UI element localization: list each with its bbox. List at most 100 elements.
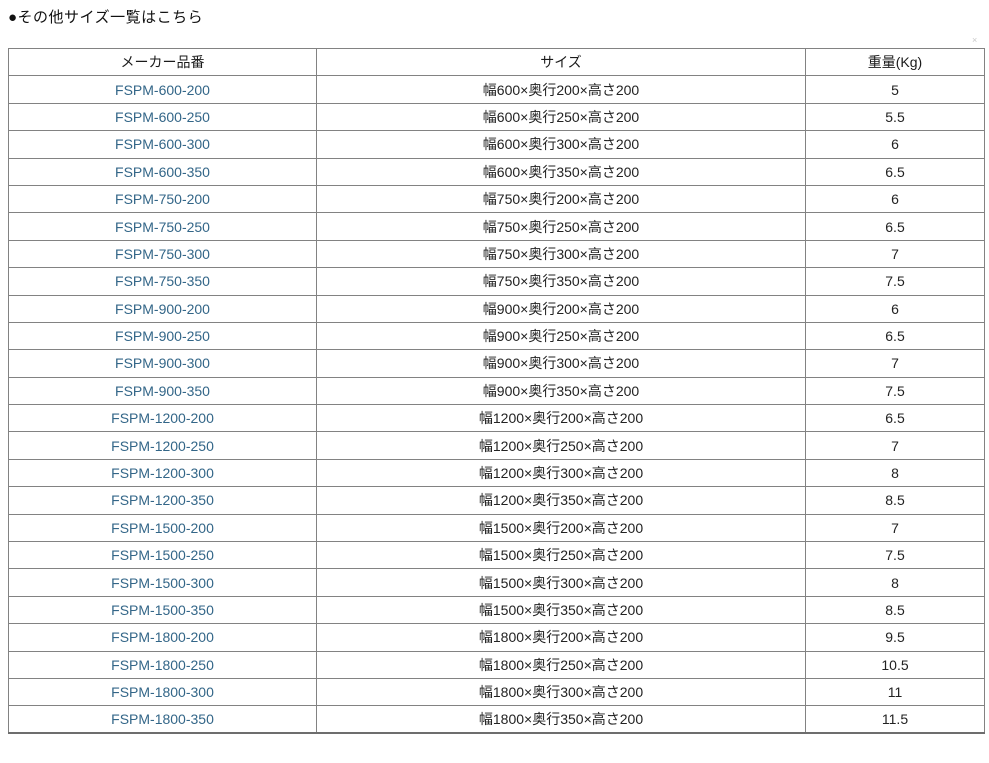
part-number-link[interactable]: FSPM-900-250 <box>115 328 210 345</box>
part-number-cell: FSPM-1500-300 <box>8 568 317 597</box>
table-row: FSPM-600-350 幅600×奥行350×高さ200 6.5 <box>8 157 985 186</box>
weight-cell: 5 <box>805 75 985 104</box>
weight-cell: 7 <box>805 431 985 460</box>
table-row: FSPM-750-250 幅750×奥行250×高さ200 6.5 <box>8 212 985 241</box>
part-number-cell: FSPM-900-300 <box>8 349 317 378</box>
weight-cell: 9.5 <box>805 623 985 652</box>
part-number-link[interactable]: FSPM-750-350 <box>115 273 210 290</box>
weight-cell: 6 <box>805 130 985 159</box>
table-row: FSPM-1200-300 幅1200×奥行300×高さ200 8 <box>8 458 985 488</box>
part-number-link[interactable]: FSPM-1800-200 <box>111 629 214 646</box>
size-cell: 幅750×奥行200×高さ200 <box>316 184 806 214</box>
part-number-link[interactable]: FSPM-900-350 <box>115 382 210 399</box>
weight-cell: 6.5 <box>805 321 985 351</box>
table-row: FSPM-1200-350 幅1200×奥行350×高さ200 8.5 <box>8 486 985 515</box>
table-row: FSPM-1500-250 幅1500×奥行250×高さ200 7.5 <box>8 541 985 570</box>
part-number-link[interactable]: FSPM-750-200 <box>115 191 210 208</box>
weight-cell: 7 <box>805 513 985 543</box>
part-number-link[interactable]: FSPM-900-300 <box>115 355 210 372</box>
size-cell: 幅1500×奥行350×高さ200 <box>316 595 806 625</box>
table-row: FSPM-1500-200 幅1500×奥行200×高さ200 7 <box>8 513 985 543</box>
size-cell: 幅1200×奥行350×高さ200 <box>316 486 806 515</box>
size-cell: 幅600×奥行350×高さ200 <box>316 157 806 186</box>
size-cell: 幅750×奥行250×高さ200 <box>316 212 806 241</box>
part-number-cell: FSPM-600-200 <box>8 75 317 104</box>
size-cell: 幅1800×奥行250×高さ200 <box>316 650 806 679</box>
part-number-link[interactable]: FSPM-1500-250 <box>111 547 214 564</box>
part-number-link[interactable]: FSPM-1500-300 <box>111 574 214 591</box>
part-number-link[interactable]: FSPM-600-250 <box>115 108 210 125</box>
weight-cell: 6.5 <box>805 157 985 186</box>
table-row: FSPM-1500-300 幅1500×奥行300×高さ200 8 <box>8 568 985 597</box>
weight-cell: 6.5 <box>805 404 985 433</box>
table-body: FSPM-600-200 幅600×奥行200×高さ200 5 FSPM-600… <box>8 75 985 734</box>
part-number-cell: FSPM-1200-350 <box>8 486 317 515</box>
weight-cell: 11 <box>805 677 985 707</box>
part-number-link[interactable]: FSPM-1500-200 <box>111 519 214 536</box>
weight-cell: 7.5 <box>805 541 985 570</box>
part-number-link[interactable]: FSPM-750-250 <box>115 218 210 235</box>
size-cell: 幅600×奥行200×高さ200 <box>316 75 806 104</box>
part-number-cell: FSPM-750-300 <box>8 239 317 269</box>
size-cell: 幅1500×奥行200×高さ200 <box>316 513 806 543</box>
section-title: ●その他サイズ一覧はこちら <box>8 9 204 26</box>
part-number-link[interactable]: FSPM-1200-350 <box>111 492 214 509</box>
weight-cell: 10.5 <box>805 650 985 679</box>
table-row: FSPM-1800-300 幅1800×奥行300×高さ200 11 <box>8 677 985 707</box>
weight-cell: 7.5 <box>805 267 985 296</box>
table-row: FSPM-900-250 幅900×奥行250×高さ200 6.5 <box>8 321 985 351</box>
part-number-link[interactable]: FSPM-1500-350 <box>111 602 214 618</box>
size-cell: 幅900×奥行250×高さ200 <box>316 321 806 351</box>
part-number-cell: FSPM-1800-250 <box>8 650 317 679</box>
weight-cell: 8.5 <box>805 595 985 625</box>
size-table: メーカー品番 サイズ 重量(Kg) FSPM-600-200 幅600×奥行20… <box>8 47 985 735</box>
weight-cell: 7.5 <box>805 376 985 406</box>
weight-cell: 7 <box>805 349 985 378</box>
table-row: FSPM-600-250 幅600×奥行250×高さ200 5.5 <box>8 102 985 132</box>
part-number-link[interactable]: FSPM-1800-350 <box>111 711 214 728</box>
part-number-cell: FSPM-1500-200 <box>8 513 317 543</box>
size-cell: 幅750×奥行300×高さ200 <box>316 239 806 269</box>
weight-cell: 6.5 <box>805 212 985 241</box>
part-number-cell: FSPM-1200-300 <box>8 458 317 488</box>
part-number-cell: FSPM-750-350 <box>8 267 317 296</box>
weight-cell: 11.5 <box>805 705 985 734</box>
part-number-link[interactable]: FSPM-1200-250 <box>111 437 214 454</box>
table-row: FSPM-750-350 幅750×奥行350×高さ200 7.5 <box>8 267 985 296</box>
size-cell: 幅1800×奥行350×高さ200 <box>316 705 806 734</box>
weight-cell: 5.5 <box>805 102 985 132</box>
part-number-link[interactable]: FSPM-600-300 <box>115 136 210 153</box>
part-number-cell: FSPM-600-250 <box>8 102 317 132</box>
size-cell: 幅1800×奥行300×高さ200 <box>316 677 806 707</box>
part-number-link[interactable]: FSPM-600-200 <box>115 81 210 98</box>
part-number-cell: FSPM-1200-250 <box>8 431 317 460</box>
part-number-link[interactable]: FSPM-1800-300 <box>111 684 214 701</box>
part-number-cell: FSPM-1800-350 <box>8 705 317 734</box>
table-row: FSPM-1800-200 幅1800×奥行200×高さ200 9.5 <box>8 623 985 652</box>
weight-cell: 8 <box>805 458 985 488</box>
size-cell: 幅1200×奥行200×高さ200 <box>316 404 806 433</box>
weight-cell: 6 <box>805 294 985 323</box>
part-number-link[interactable]: FSPM-1200-200 <box>111 410 214 427</box>
table-row: FSPM-1800-250 幅1800×奥行250×高さ200 10.5 <box>8 650 985 679</box>
table-header-row: メーカー品番 サイズ 重量(Kg) <box>8 47 985 77</box>
weight-cell: 7 <box>805 239 985 269</box>
part-number-cell: FSPM-1800-300 <box>8 677 317 707</box>
size-cell: 幅1200×奥行250×高さ200 <box>316 431 806 460</box>
size-cell: 幅750×奥行350×高さ200 <box>316 267 806 296</box>
part-number-link[interactable]: FSPM-1200-300 <box>111 465 214 482</box>
part-number-link[interactable]: FSPM-600-350 <box>115 163 210 180</box>
part-number-cell: FSPM-900-200 <box>8 294 317 323</box>
part-number-link[interactable]: FSPM-900-200 <box>115 300 210 317</box>
part-number-cell: FSPM-600-350 <box>8 157 317 186</box>
size-cell: 幅1200×奥行300×高さ200 <box>316 458 806 488</box>
table-row: FSPM-1200-250 幅1200×奥行250×高さ200 7 <box>8 431 985 460</box>
part-number-cell: FSPM-900-350 <box>8 376 317 406</box>
part-number-link[interactable]: FSPM-1800-250 <box>111 656 214 673</box>
part-number-link[interactable]: FSPM-750-300 <box>115 245 210 262</box>
table-row: FSPM-750-200 幅750×奥行200×高さ200 6 <box>8 184 985 214</box>
table-row: FSPM-900-350 幅900×奥行350×高さ200 7.5 <box>8 376 985 406</box>
size-cell: 幅900×奥行300×高さ200 <box>316 349 806 378</box>
part-number-cell: FSPM-1200-200 <box>8 404 317 433</box>
table-row: FSPM-1200-200 幅1200×奥行200×高さ200 6.5 <box>8 404 985 433</box>
